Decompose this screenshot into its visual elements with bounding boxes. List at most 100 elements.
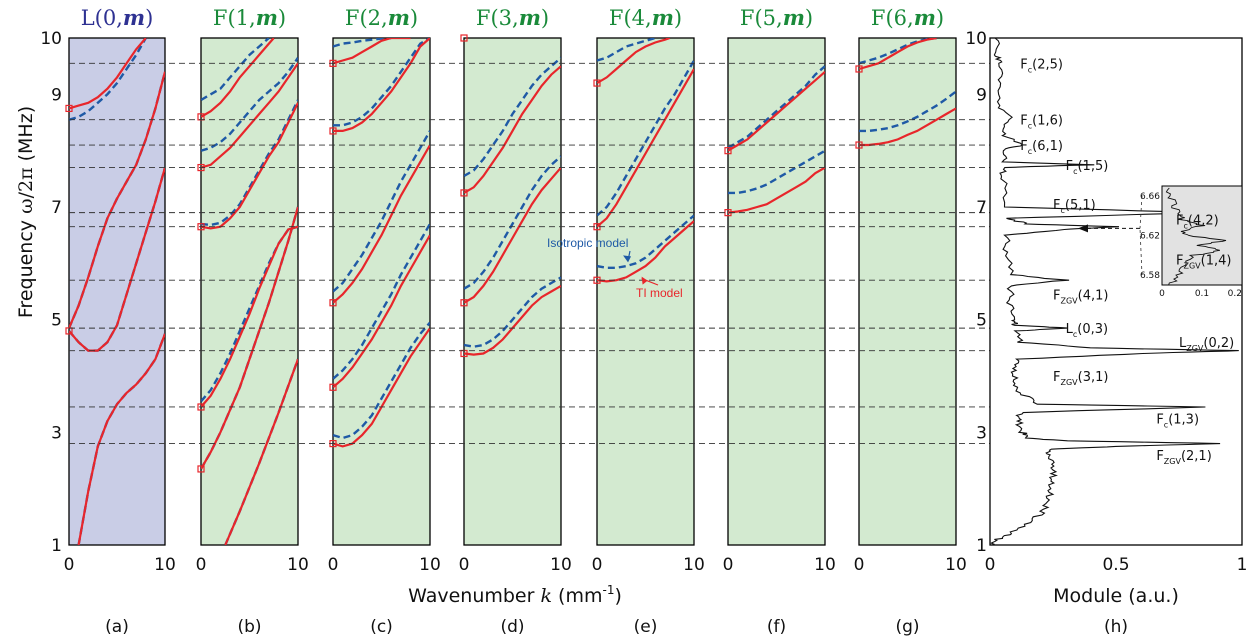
module-panel-letter: (h) (1104, 617, 1128, 637)
inset-mode-label: FZGV(1,4) (1176, 253, 1231, 270)
panel-letter: (e) (634, 617, 658, 637)
panel-background (727, 37, 826, 546)
panel-5: F(4,m) 0 10 (e) (592, 5, 705, 637)
cutoff-marker (65, 104, 73, 113)
inset-x-tick: 0 (1159, 289, 1165, 299)
inset-y-tick: 6.66 (1140, 192, 1160, 202)
cutoff-marker (329, 383, 337, 391)
x-tick-label: 0 (592, 555, 603, 575)
inset-y-tick: 6.62 (1140, 232, 1160, 242)
isotropic-pointer-head (623, 255, 632, 263)
x-label-symbol: k (540, 585, 552, 607)
ti-pointer-head (641, 276, 648, 285)
panel-curves (728, 65, 825, 214)
inset-frame (1161, 185, 1243, 286)
ti-curve (224, 358, 298, 545)
panel-title: F(2,m) (345, 5, 418, 30)
isotropic-curve (333, 223, 430, 380)
x-tick-label: 10 (154, 555, 176, 575)
panel-3: F(2,m) 0 10 (c) (328, 5, 441, 637)
panel-title: F(4,m) (609, 5, 682, 30)
x-tick-label: 10 (945, 555, 967, 575)
module-x-tick-label: 1 (1237, 555, 1248, 575)
ti-curve (333, 38, 430, 132)
annotations: Isotropic model TI model (547, 236, 683, 300)
mode-label: Lc(0,3) (1066, 322, 1108, 339)
panel-background (332, 37, 431, 546)
ti-curve (77, 333, 165, 545)
panel-background (463, 37, 562, 546)
x-tick-label: 10 (814, 555, 836, 575)
panel-letter: (c) (370, 617, 393, 637)
isotropic-curve (859, 90, 956, 133)
panel-curves (859, 38, 956, 147)
y-tick-label: 3 (51, 423, 62, 443)
reference-frequency-lines (69, 62, 1000, 445)
ti-curve (728, 166, 825, 214)
ti-curve (69, 167, 165, 352)
panel-title: F(1,m) (213, 5, 286, 30)
x-tick-label: 0 (196, 555, 207, 575)
ti-curve (859, 38, 937, 71)
inset-spectrum (1165, 187, 1227, 286)
panel-title: F(6,m) (871, 5, 944, 30)
module-x-tick-label: 0 (985, 555, 996, 575)
cutoff-marker (329, 127, 337, 135)
x-label-prefix: Wavenumber (408, 585, 534, 607)
ti-curve (597, 38, 671, 85)
inset-x-tick: 0.2 (1228, 289, 1242, 299)
x-label-unit: (mm (558, 585, 602, 607)
inset-leader (1139, 228, 1143, 276)
x-axis-label: Wavenumber k (mm-1) (408, 583, 622, 607)
cutoff-marker (329, 299, 337, 307)
panel-curves (69, 38, 165, 545)
panel-curves (201, 38, 298, 545)
y-label-unit: (MHz) (15, 106, 37, 161)
ti-curve (333, 234, 430, 389)
cutoff-marker (460, 34, 468, 42)
panel-background (68, 37, 166, 546)
panel-background (200, 37, 299, 546)
module-y-tick-label: 9 (976, 85, 987, 105)
module-panel-frame (989, 37, 1243, 546)
isotropic-curve (333, 38, 430, 127)
ti-curve (201, 102, 298, 230)
isotropic-curve (728, 149, 825, 195)
isotropic-curve (201, 99, 298, 227)
x-tick-label: 0 (723, 555, 734, 575)
x-label-unit-close: ) (614, 585, 621, 607)
isotropic-curve (597, 214, 694, 269)
ti-curve (201, 62, 298, 169)
module-y-tick-label: 7 (976, 198, 987, 218)
panel-curves (333, 38, 430, 448)
x-tick-label: 0 (328, 555, 339, 575)
panel-background (858, 37, 957, 546)
y-tick-label: 5 (51, 311, 62, 331)
dispersion-panels: L(0,m) 0 10 (a) 1 3 5 7 9 10 F(1,m) 0 10 (b) F(2,m) 0 10… (40, 5, 966, 637)
isotropic-curve (464, 276, 561, 348)
inset-x-tick: 0.1 (1195, 289, 1209, 299)
cutoff-marker (460, 299, 468, 307)
panel-2: F(1,m) 0 10 (b) (196, 5, 309, 637)
panel-title: F(5,m) (740, 5, 813, 30)
ti-curve (201, 206, 298, 470)
panel-letter: (b) (237, 617, 261, 637)
y-label-prefix: Frequency (15, 220, 37, 318)
panel-background (596, 37, 695, 546)
panel-letter: (d) (500, 617, 524, 637)
x-tick-label: 10 (419, 555, 441, 575)
y-tick-label: 7 (51, 198, 62, 218)
ti-curve (859, 107, 956, 147)
ti-model-label: TI model (636, 286, 683, 300)
ti-curve (333, 144, 430, 304)
panel-curves (597, 38, 694, 283)
x-tick-label: 10 (287, 555, 309, 575)
cutoff-marker (593, 79, 601, 87)
module-y-tick-label: 5 (976, 311, 987, 331)
mode-label: Fc(6,1) (1020, 139, 1063, 156)
isotropic-curve (728, 65, 825, 149)
isotropic-curve (464, 155, 561, 290)
module-spectrum (989, 37, 1239, 546)
